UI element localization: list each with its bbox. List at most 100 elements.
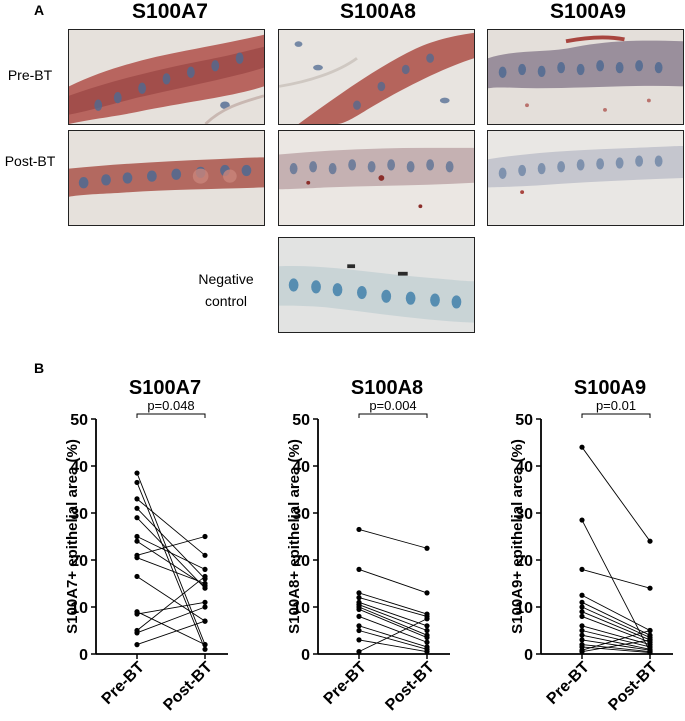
chart-0-y-tick-label-3: 30: [70, 506, 88, 523]
chart-0-y-tick-label-5: 50: [70, 412, 88, 429]
chart-1-title: S100A8: [351, 377, 423, 399]
chart-1-y-tick-label-3: 30: [292, 506, 310, 523]
chart-s100a8: S100A8 S100A8+ epithelial area (%) 0 10 20 30…: [222, 360, 450, 721]
micrograph-s100a8-pre-bt: [278, 29, 475, 125]
chart-1-pair-line-10: [358, 630, 428, 650]
chart-1-post-point-8: [424, 639, 430, 645]
chart-2-y-axis-label: S100A9+ epithelial area (%): [509, 439, 526, 634]
chart-0-y-tick-label-2: 20: [70, 553, 88, 570]
chart-0-p-value: p=0.048: [147, 398, 194, 413]
chart-s100a9: S100A9 S100A9+ epithelial area (%) 0 10 20 30…: [445, 360, 673, 721]
chart-2-pre-point-7: [579, 613, 585, 619]
negative-control-line-2: control: [204, 293, 248, 309]
chart-1-post-point-11: [424, 649, 430, 655]
chart-0-x-tick-label-0: Pre-BT: [99, 659, 148, 708]
chart-2-pair-line-2: [581, 568, 651, 589]
chart-0-post-point-1: [202, 646, 208, 652]
column-title-s100a8: S100A8: [340, 0, 416, 23]
chart-2-pair-line-5: [581, 606, 651, 638]
chart-1-y-axis-label: S100A8+ epithelial area (%): [286, 439, 303, 634]
chart-0-pair-line-9: [136, 576, 206, 622]
panel-b-label: B: [34, 360, 45, 376]
chart-0-pre-point-1: [134, 479, 140, 486]
chart-1-y-tick-label-4: 40: [292, 459, 310, 476]
chart-1-post-point-5: [424, 627, 430, 634]
chart-1-pair-line-12: [358, 618, 428, 653]
chart-0-y-tick-label-1: 10: [70, 600, 88, 617]
chart-1-post-point-4: [424, 623, 430, 629]
chart-1-pair-line-6: [358, 606, 428, 636]
chart-0-pair-line-7: [136, 536, 206, 556]
chart-1-p-value: p=0.004: [369, 398, 416, 413]
chart-2-pre-point-11: [579, 637, 585, 643]
chart-1-post-point-12: [424, 616, 430, 622]
chart-2-pre-point-0: [579, 444, 585, 450]
chart-2-y-tick-label-2: 20: [515, 553, 533, 570]
chart-2-pair-line-12: [581, 644, 651, 653]
chart-0-post-point-13: [202, 604, 208, 610]
chart-2-post-point-15: [647, 637, 653, 643]
chart-2-y-tick-label-0: 0: [524, 647, 533, 664]
chart-1-y-tick-label-2: 20: [292, 553, 310, 570]
chart-0-y-tick-label-0: 0: [79, 647, 88, 664]
chart-0-pre-point-4: [134, 515, 140, 521]
chart-0-pair-line-11: [136, 601, 206, 615]
chart-2-pre-point-5: [579, 604, 585, 610]
chart-1-post-point-0: [424, 545, 430, 551]
chart-1-pair-line-11: [358, 639, 428, 653]
chart-2-y-tick-label-4: 40: [515, 459, 533, 476]
chart-1-pre-point-2: [356, 590, 362, 596]
chart-0-pre-point-9: [134, 573, 140, 580]
chart-2-pair-line-10: [581, 634, 651, 650]
chart-0-pre-point-2: [134, 496, 140, 502]
chart-2-title: S100A9: [574, 377, 646, 399]
chart-0-pre-point-3: [134, 505, 140, 511]
chart-0-pre-point-5: [134, 533, 140, 540]
chart-0-pair-line-13: [136, 606, 206, 634]
chart-0-pair-line-6: [136, 540, 206, 587]
chart-0-y-axis-label: S100A7+ epithelial area (%): [64, 439, 81, 634]
chart-0-post-point-11: [202, 599, 208, 605]
chart-1-pair-line-7: [358, 608, 428, 638]
micrograph-s100a9-post-bt: [487, 130, 684, 226]
chart-0-pre-point-8: [134, 555, 140, 561]
chart-2-pair-line-15: [581, 639, 651, 653]
chart-1-pair-line-2: [358, 592, 428, 615]
chart-2-pair-line-3: [581, 594, 651, 631]
chart-1-post-point-7: [424, 634, 430, 641]
chart-1-pair-line-9: [358, 625, 428, 648]
chart-0-pre-point-0: [134, 470, 140, 476]
chart-2-pre-point-9: [579, 627, 585, 634]
chart-0-post-point-12: [202, 573, 208, 580]
chart-0-pair-line-5: [136, 536, 206, 570]
chart-0-pre-point-14: [134, 642, 140, 648]
chart-2-pair-line-9: [581, 630, 651, 648]
chart-2-x-tick-label-1: Post-BT: [605, 659, 661, 715]
chart-2-pair-line-11: [581, 639, 651, 651]
chart-1-pre-point-3: [356, 595, 362, 601]
chart-0-post-point-10: [202, 642, 208, 648]
chart-1-y-tick-label-5: 50: [292, 412, 310, 429]
chart-1-significance-bracket: [358, 413, 428, 418]
chart-1-pre-point-11: [356, 637, 362, 643]
chart-0-y-tick-label-4: 40: [70, 459, 88, 476]
chart-1-x-tick-label-0: Pre-BT: [321, 659, 370, 708]
chart-2-post-point-14: [647, 627, 653, 634]
chart-2-pair-line-7: [581, 615, 651, 643]
chart-2-post-point-13: [647, 649, 653, 656]
chart-1-pair-line-5: [358, 604, 428, 631]
chart-0-pair-line-3: [136, 507, 206, 580]
chart-0-pair-line-14: [136, 620, 206, 646]
chart-0-pair-line-12: [136, 576, 206, 631]
chart-1-pre-point-12: [356, 649, 362, 655]
chart-0-title: S100A7: [129, 377, 201, 399]
chart-0-pair-line-2: [136, 498, 206, 556]
chart-2-pair-line-13: [581, 646, 651, 654]
chart-2-pre-point-3: [579, 592, 585, 598]
chart-1-pair-line-3: [358, 597, 428, 617]
chart-s100a7: S100A7 S100A7+ epithelial area (%) 0 10 20 30…: [0, 360, 228, 721]
chart-2-pair-line-14: [581, 630, 651, 651]
chart-2-pre-point-10: [579, 632, 585, 638]
chart-1-pair-line-4: [358, 601, 428, 627]
chart-2-post-point-2: [647, 585, 653, 591]
